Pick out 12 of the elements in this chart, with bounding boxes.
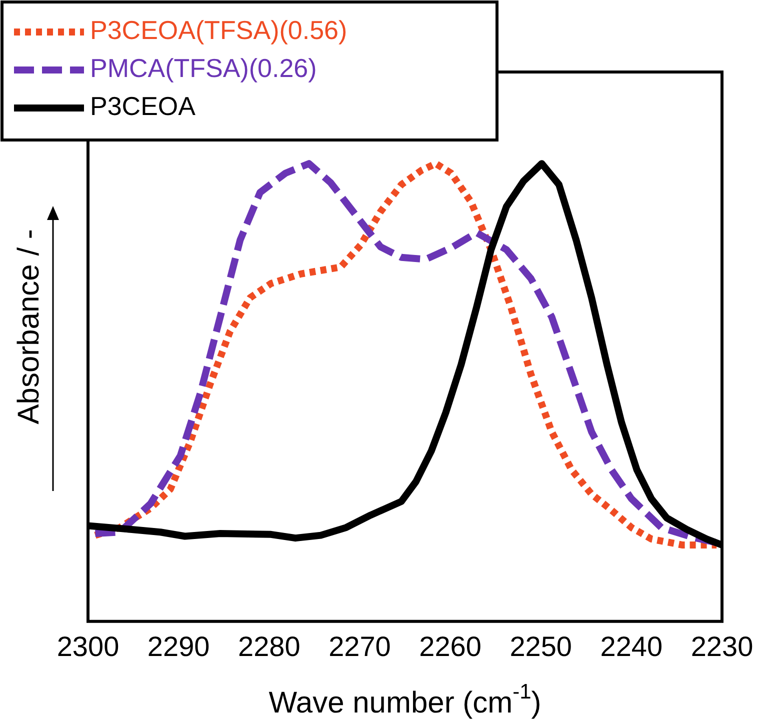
x-tick-label: 2290 — [147, 630, 210, 662]
x-tick-label: 2230 — [690, 630, 754, 662]
x-tick-label: 2280 — [238, 630, 300, 662]
y-axis-title: Absorbance / - — [12, 229, 46, 424]
legend-label: P3CEOA(TFSA)(0.56) — [90, 15, 348, 46]
x-tick-label: 2300 — [56, 630, 120, 662]
x-tick-label: 2240 — [600, 630, 663, 662]
x-tick-label: 2250 — [510, 630, 572, 662]
legend-label: P3CEOA — [90, 91, 196, 122]
x-tick-label: 2270 — [328, 630, 391, 662]
legend-label: PMCA(TFSA)(0.26) — [90, 53, 317, 84]
x-tick-label: 2260 — [419, 630, 482, 662]
